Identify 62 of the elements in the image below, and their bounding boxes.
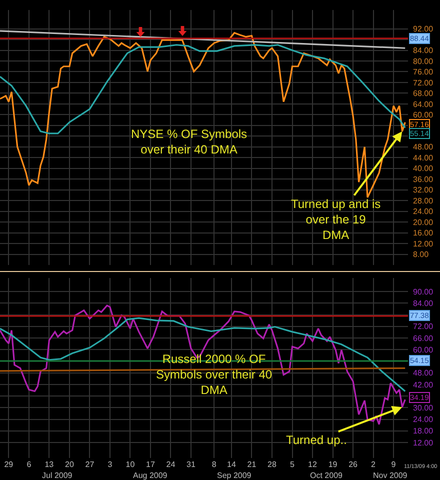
x-tick-label: 26 <box>348 460 358 469</box>
y-tick-label: 8.00 <box>413 250 430 260</box>
x-tick-label: 17 <box>146 460 156 469</box>
y-tick-label: 12.00 <box>413 438 434 448</box>
y-tick-label: 48.00 <box>413 368 434 378</box>
y-tick-label: 48.00 <box>413 142 434 152</box>
annotation: NYSE % OF Symbols over their 40 DMA <box>131 127 248 157</box>
y-tick-label: 24.00 <box>413 207 434 216</box>
x-tick-label: 13 <box>44 460 54 469</box>
x2-tick-label: Nov 2009 <box>373 471 408 480</box>
x2-tick-label: Oct 2009 <box>310 471 344 480</box>
x2-tick-label: Sep 2009 <box>217 471 252 480</box>
y-tick-label: 24.00 <box>413 415 434 424</box>
x-tick-label: 10 <box>126 460 136 469</box>
y-tick-label: 44.00 <box>413 153 434 162</box>
annotation: Turned up.. <box>286 433 347 447</box>
y-tick-label: 12.00 <box>413 239 434 248</box>
annotation: Turned up and is over the 19 DMA <box>291 197 381 242</box>
y-tick-label: 92.00 <box>413 24 434 34</box>
y-tick-label: 72.00 <box>413 322 434 332</box>
y-tick-label: 60.00 <box>413 345 434 354</box>
y-tick-label: 16.00 <box>413 228 434 238</box>
y-tick-label: 40.00 <box>413 164 434 174</box>
y-tick-label: 32.00 <box>413 186 434 195</box>
y-tick-label: 60.00 <box>413 110 434 120</box>
x-tick-label: 2 <box>371 460 376 469</box>
x-tick-label: 9 <box>391 460 396 469</box>
y-tick-label: 72.00 <box>413 78 434 88</box>
annotation: Russell 2000 % OF Symbols over their 40 DMA <box>156 352 272 398</box>
y-tick-label: 18.00 <box>413 426 434 436</box>
x-tick-label: 6 <box>26 460 32 469</box>
y-tick-label: 68.00 <box>413 89 434 98</box>
x2-tick-label: Aug 2009 <box>133 471 168 480</box>
x-tick-label: 3 <box>108 460 113 469</box>
y-tick-label: 76.00 <box>413 68 434 77</box>
x-tick-label: 31 <box>186 460 196 469</box>
y-tick-label: 64.00 <box>413 100 434 109</box>
x-tick-label: 28 <box>268 460 277 469</box>
x-tick-label: 19 <box>328 460 338 469</box>
x-tick-label: 21 <box>247 460 257 469</box>
x2-tick-label: Jul 2009 <box>42 471 73 480</box>
y-tick-label: 30.00 <box>413 403 434 412</box>
y-tick-label: 90.00 <box>413 287 434 296</box>
y-tick-label: 66.00 <box>413 334 434 343</box>
x-tick-label: 29 <box>4 460 14 469</box>
x-tick-label: 27 <box>85 460 95 469</box>
line-series <box>0 317 406 392</box>
line-series <box>0 304 406 426</box>
y-tick-label: 36.00 <box>413 174 434 184</box>
line-series <box>0 32 406 198</box>
y-tick-label: 28.00 <box>413 196 434 206</box>
x-tick-label: 24 <box>166 460 176 469</box>
y-tick-label: 80.00 <box>413 56 434 66</box>
y-tick-label: 84.00 <box>413 298 434 308</box>
y-tick-label: 42.00 <box>413 380 434 390</box>
x-tick-label: 12 <box>308 460 318 469</box>
y-tick-label: 20.00 <box>413 218 434 227</box>
y-tick-label: 84.00 <box>413 46 434 56</box>
x-tick-label: 5 <box>290 460 296 469</box>
x-tick-label: 14 <box>227 460 236 469</box>
x-tick-label: 8 <box>212 460 217 469</box>
x-tick-label: 20 <box>64 460 74 469</box>
